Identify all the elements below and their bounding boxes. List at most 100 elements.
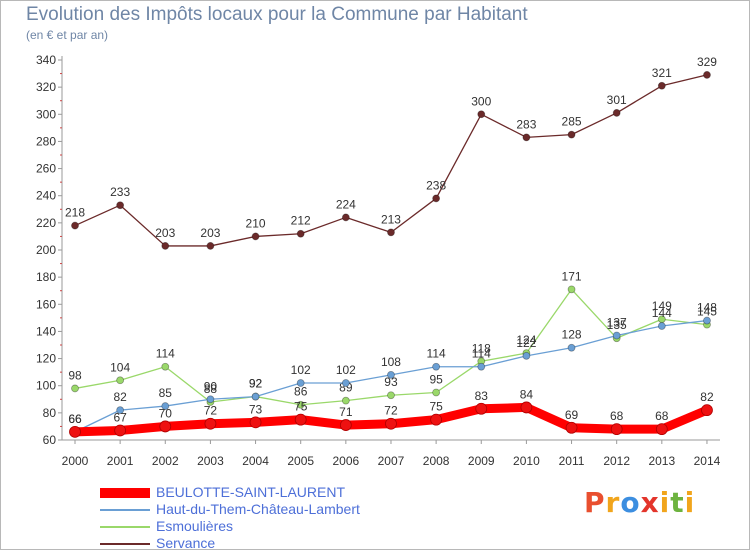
data-point [114, 424, 127, 437]
data-point [204, 417, 217, 430]
data-label: 72 [384, 404, 398, 418]
y-tick-label: 120 [36, 352, 56, 366]
data-label: 144 [652, 306, 672, 320]
data-label: 83 [475, 389, 489, 403]
data-label: 300 [471, 94, 491, 108]
data-point [612, 109, 621, 117]
data-point [206, 395, 215, 404]
data-label: 124 [516, 333, 536, 347]
data-label: 66 [68, 412, 82, 426]
data-label: 135 [607, 318, 627, 332]
data-point [387, 228, 395, 237]
data-point [703, 316, 711, 325]
data-label: 93 [384, 375, 398, 389]
data-label: 224 [336, 197, 356, 211]
logo-letter: r [605, 486, 621, 519]
y-tick-label: 240 [36, 189, 56, 203]
data-label: 102 [291, 363, 311, 377]
data-label: 104 [110, 360, 130, 374]
data-label: 108 [381, 355, 401, 369]
x-tick-label: 2006 [332, 454, 359, 468]
y-tick-label: 140 [36, 324, 56, 338]
data-point [161, 362, 170, 371]
data-label: 92 [249, 377, 263, 391]
logo-letter: i [659, 486, 671, 519]
data-point [251, 392, 260, 401]
data-point [567, 130, 576, 139]
data-label: 203 [155, 226, 175, 240]
y-tick-label: 220 [36, 216, 56, 230]
data-label: 145 [697, 305, 717, 319]
logo-letter: i [684, 486, 696, 519]
data-label: 75 [294, 400, 308, 414]
data-point [567, 343, 576, 352]
data-label: 171 [562, 269, 582, 283]
data-label: 114 [156, 347, 175, 361]
data-point [249, 416, 262, 429]
data-label: 66 [68, 412, 82, 426]
y-tick-label: 320 [36, 80, 56, 94]
data-label: 68 [655, 409, 669, 423]
data-point [475, 402, 488, 415]
data-point [69, 425, 81, 438]
data-label: 102 [336, 363, 356, 377]
data-point [701, 404, 713, 417]
logo-letter: P [584, 486, 606, 519]
data-point [477, 110, 486, 119]
data-point [432, 388, 441, 397]
data-label: 285 [562, 115, 582, 129]
data-label: 88 [204, 382, 218, 396]
data-point [567, 285, 576, 294]
data-point [522, 133, 531, 142]
x-tick-label: 2002 [152, 454, 179, 468]
data-point [294, 413, 307, 426]
chart-subtitle: (en € et par an) [26, 28, 109, 42]
data-point [341, 396, 350, 405]
y-tick-label: 280 [36, 134, 56, 148]
data-label: 329 [697, 55, 717, 69]
y-tick-label: 160 [36, 297, 56, 311]
x-tick-label: 2014 [694, 454, 721, 468]
chart-title: Evolution des Impôts locaux pour la Comm… [26, 4, 528, 25]
data-label: 210 [246, 216, 266, 230]
data-label: 128 [562, 328, 582, 342]
data-label: 73 [249, 402, 263, 416]
data-point [296, 229, 305, 238]
data-point [477, 362, 486, 371]
data-point [565, 421, 578, 434]
legend-swatch [100, 543, 150, 545]
data-label: 67 [113, 411, 127, 425]
proxiti-logo: Proxiti [584, 486, 695, 519]
data-label: 92 [249, 377, 263, 391]
data-point [159, 420, 172, 433]
data-point [387, 391, 395, 400]
data-label: 301 [607, 93, 627, 107]
data-label: 233 [110, 185, 130, 199]
y-tick-label: 80 [43, 406, 57, 420]
x-tick-label: 2004 [242, 454, 269, 468]
x-tick-label: 2012 [603, 454, 630, 468]
data-label: 82 [700, 390, 714, 404]
legend-swatch [100, 509, 150, 511]
legend-swatch [100, 488, 150, 498]
y-tick-label: 180 [36, 270, 56, 284]
logo-letter: o [620, 486, 641, 519]
data-point [385, 417, 397, 430]
x-tick-label: 2013 [648, 454, 675, 468]
data-label: 98 [68, 368, 82, 382]
data-label: 114 [472, 347, 491, 361]
logo-letter: x [640, 486, 660, 519]
x-tick-label: 2003 [197, 454, 224, 468]
data-label: 137 [607, 316, 627, 330]
data-point [296, 379, 305, 387]
y-tick-label: 300 [36, 107, 56, 121]
data-label: 238 [426, 178, 446, 192]
data-point [339, 419, 352, 431]
data-label: 321 [652, 66, 672, 80]
legend-label: Servance [156, 535, 216, 551]
data-label: 114 [427, 347, 446, 361]
data-point [161, 242, 170, 250]
y-tick-label: 260 [36, 162, 56, 176]
